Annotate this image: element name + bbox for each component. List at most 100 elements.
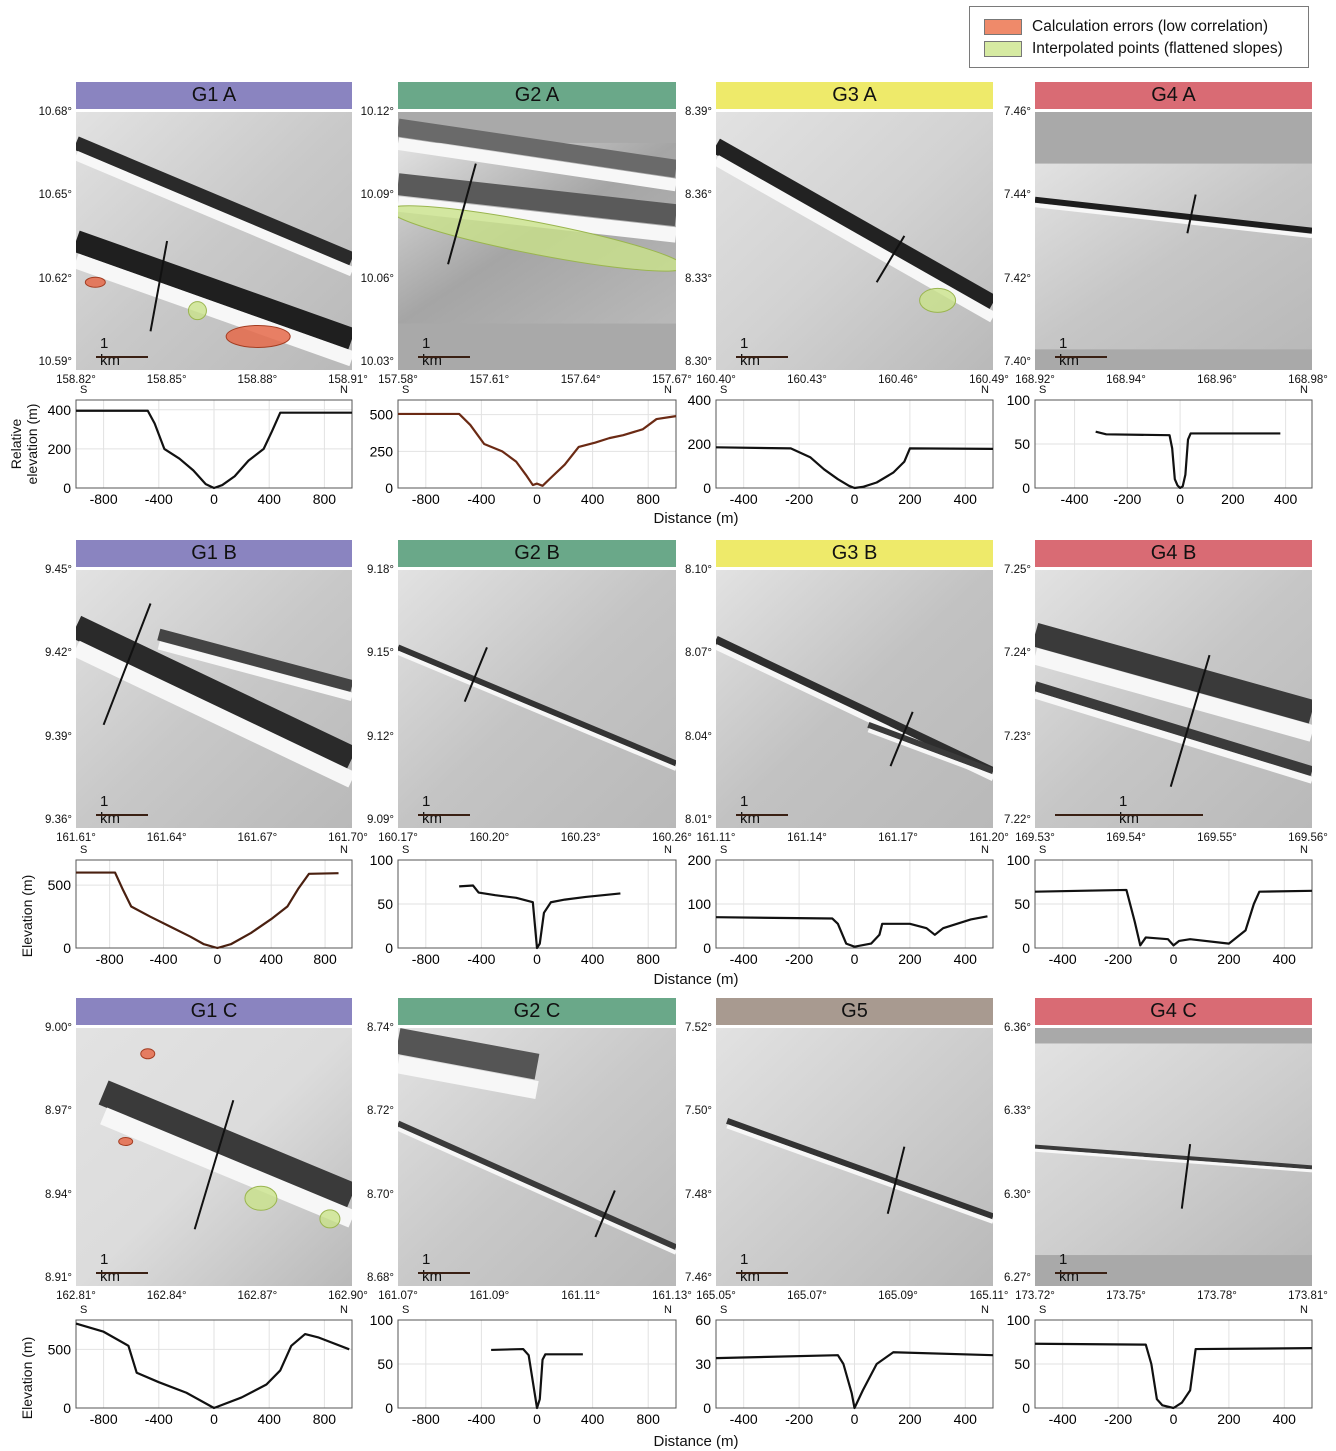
latitude-tick-label: 6.27° xyxy=(1004,1272,1031,1284)
canyon-wall xyxy=(398,173,676,227)
terrain-surface xyxy=(716,570,993,828)
longitude-tick-label: 157.61° xyxy=(469,374,510,386)
profile-transect-line xyxy=(886,1146,906,1215)
x-tick-label: 0 xyxy=(851,1411,859,1427)
longitude-tick-label: 158.91° xyxy=(328,374,368,386)
profile-transect-line xyxy=(594,1190,616,1238)
profile-transect-line xyxy=(889,711,914,767)
x-tick-label: 0 xyxy=(213,951,221,967)
x-tick-label: -800 xyxy=(412,491,440,507)
hillshade-map xyxy=(716,570,993,828)
y-tick-label: 0 xyxy=(385,1400,393,1416)
longitude-tick-label: 161.67° xyxy=(237,832,278,844)
longitude-tick-label: 160.43° xyxy=(787,374,827,386)
south-label: S xyxy=(402,844,410,856)
x-tick-label: -400 xyxy=(730,951,758,967)
panel-title: G5 xyxy=(716,998,993,1025)
latitude-tick-label: 7.42° xyxy=(1004,272,1031,285)
x-tick-label: 800 xyxy=(637,491,661,507)
longitude-tick-label: 161.11° xyxy=(561,1290,601,1302)
profile-series-line xyxy=(1034,1342,1313,1410)
y-tick-label: 50 xyxy=(377,896,393,912)
x-tick-label: -400 xyxy=(730,1411,758,1427)
canyon-floor-highlight xyxy=(1035,691,1312,784)
panel-title: G2 C xyxy=(398,998,676,1025)
profile-transect-line xyxy=(1186,194,1197,234)
x-tick-label: 0 xyxy=(210,1411,218,1427)
interpolated-area xyxy=(919,287,957,313)
longitude-tick-label: 161.09° xyxy=(469,1290,510,1302)
elevation-profile-chart: -400 -200 0 200 400 0 50 100 xyxy=(1007,1312,1313,1427)
map-canvas xyxy=(398,570,676,828)
y-tick-label: 100 xyxy=(688,896,712,912)
canyon-floor-highlight xyxy=(76,151,352,277)
latitude-tick-label: 8.30° xyxy=(685,356,712,368)
scale-bar-label: 1 km xyxy=(740,1251,760,1285)
hillshade-map xyxy=(716,112,993,370)
longitude-tick-label: 162.87° xyxy=(237,1290,278,1302)
longitude-tick-label: 165.11° xyxy=(969,1290,1009,1302)
x-tick-label: -800 xyxy=(412,1411,440,1427)
y-tick-label: 50 xyxy=(1014,896,1030,912)
x-tick-label: -400 xyxy=(1049,1411,1077,1427)
y-tick-label: 100 xyxy=(370,1312,394,1328)
elevation-profile-chart: -400 -200 0 200 400 0 200 400 xyxy=(688,392,994,507)
x-tick-label: -800 xyxy=(90,491,118,507)
latitude-tick-label: 10.62° xyxy=(38,272,72,285)
south-label: S xyxy=(1039,384,1047,396)
elevation-profile-chart: -800 -400 0 400 800 0 50 100 xyxy=(370,852,677,967)
x-tick-label: -200 xyxy=(785,951,813,967)
x-tick-label: 400 xyxy=(581,1411,605,1427)
longitude-tick-label: 168.94° xyxy=(1106,374,1146,386)
x-tick-label: 0 xyxy=(851,951,859,967)
canyon-floor-highlight xyxy=(1035,203,1312,239)
scale-bar-label: 1 km xyxy=(100,335,120,369)
hillshade-map xyxy=(398,1028,676,1286)
x-tick-label: 400 xyxy=(258,491,282,507)
canyon-wall xyxy=(726,1118,993,1220)
y-tick-label: 0 xyxy=(63,940,71,956)
longitude-tick-label: 169.55° xyxy=(1197,832,1237,844)
latitude-tick-label: 9.00° xyxy=(45,1022,72,1034)
x-tick-label: 0 xyxy=(533,1411,541,1427)
error-area xyxy=(118,1137,134,1147)
latitude-tick-label: 8.04° xyxy=(685,730,712,743)
longitude-tick-label: 158.88° xyxy=(237,374,278,386)
profile-transect-line xyxy=(463,647,488,702)
y-tick-label: 50 xyxy=(377,1356,393,1372)
canyon-wall xyxy=(867,721,993,775)
latitude-tick-label: 8.94° xyxy=(45,1188,72,1201)
longitude-tick-label: 173.72° xyxy=(1015,1290,1055,1302)
x-tick-label: -800 xyxy=(96,951,124,967)
longitude-tick-label: 169.53° xyxy=(1015,832,1055,844)
map-canvas xyxy=(1035,570,1312,828)
longitude-tick-label: 162.81° xyxy=(56,1290,96,1302)
error-area xyxy=(140,1048,156,1060)
latitude-tick-label: 8.33° xyxy=(685,272,712,285)
x-axis-label-row2: Distance (m) xyxy=(653,971,739,988)
x-tick-label: 400 xyxy=(1273,951,1297,967)
latitude-tick-label: 10.09° xyxy=(360,189,394,202)
hillshade-map xyxy=(398,570,676,828)
latitude-tick-label: 7.46° xyxy=(685,1272,712,1284)
legend-swatch-interpolated xyxy=(984,41,1022,57)
x-tick-label: 400 xyxy=(1274,491,1298,507)
longitude-tick-label: 161.14° xyxy=(787,832,827,844)
y-tick-label: 250 xyxy=(370,443,394,459)
map-canvas xyxy=(1035,1043,1312,1256)
scale-bar xyxy=(736,814,788,816)
south-label: S xyxy=(720,384,728,396)
longitude-tick-label: 162.90° xyxy=(328,1290,368,1302)
panel-title: G1 C xyxy=(76,998,352,1025)
panel-title: G3 B xyxy=(716,540,993,567)
north-label: N xyxy=(664,384,672,396)
profile-transect-line xyxy=(102,603,152,726)
longitude-tick-label: 161.64° xyxy=(146,832,187,844)
x-tick-label: 200 xyxy=(1217,1411,1241,1427)
y-tick-label: 0 xyxy=(703,1400,711,1416)
x-tick-label: 400 xyxy=(954,1411,978,1427)
scale-bar xyxy=(736,1272,788,1274)
longitude-tick-label: 160.49° xyxy=(969,374,1009,386)
y-tick-label: 500 xyxy=(48,1341,72,1357)
longitude-tick-label: 161.11° xyxy=(696,832,736,844)
